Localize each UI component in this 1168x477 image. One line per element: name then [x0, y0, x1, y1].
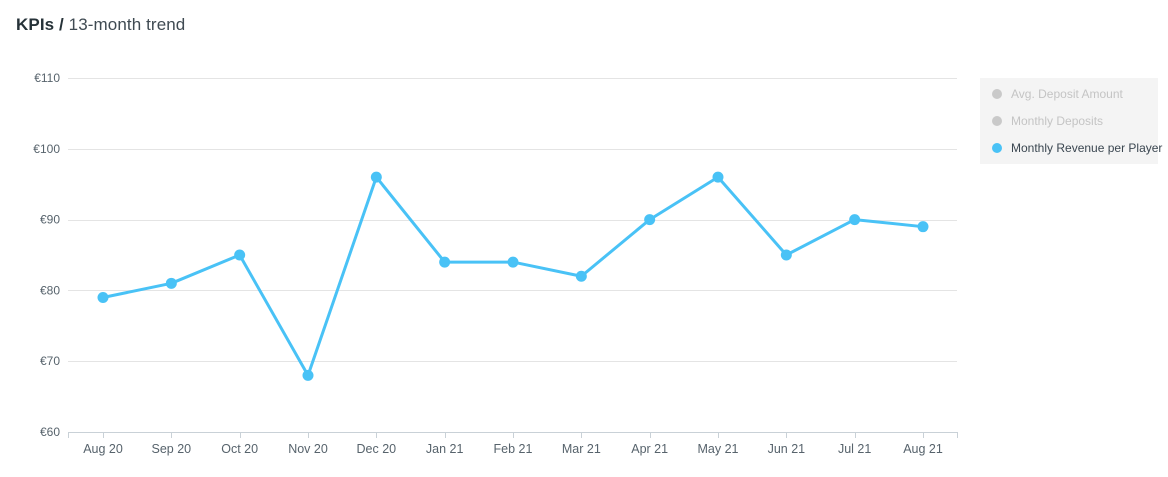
y-tick-label: €70 [40, 354, 60, 368]
data-point[interactable] [780, 249, 792, 261]
x-tick-label: Feb 21 [494, 442, 533, 456]
chart-legend: Avg. Deposit Amount Monthly Deposits Mon… [980, 78, 1162, 164]
legend-item-label: Monthly Deposits [1011, 114, 1104, 128]
series-dot-icon [992, 89, 1002, 99]
data-point[interactable] [644, 214, 656, 226]
data-point[interactable] [849, 214, 861, 226]
data-point[interactable] [575, 270, 587, 282]
data-point[interactable] [507, 256, 519, 268]
y-tick-label: €60 [40, 425, 60, 439]
y-tick-label: €110 [34, 71, 60, 85]
x-tick-label: Sep 20 [152, 442, 192, 456]
series-dot-icon [992, 116, 1002, 126]
x-tick-label: Jul 21 [838, 442, 871, 456]
legend-item-label: Avg. Deposit Amount [1011, 87, 1123, 101]
x-tick-label: May 21 [698, 442, 739, 456]
data-point[interactable] [917, 221, 929, 233]
page-title-subtitle: 13-month trend [68, 15, 186, 34]
legend-item-monthly-revenue-per-player[interactable]: Monthly Revenue per Player [992, 141, 1162, 155]
x-tick-label: Aug 21 [903, 442, 943, 456]
y-tick-label: €90 [40, 213, 60, 227]
page-title: KPIs / 13-month trend [16, 14, 185, 36]
y-tick-label: €100 [33, 142, 60, 156]
page-title-bold: KPIs / [16, 15, 64, 34]
data-point[interactable] [97, 291, 109, 303]
legend-item-label: Monthly Revenue per Player [1011, 141, 1163, 155]
data-point[interactable] [439, 256, 451, 268]
x-tick-label: Apr 21 [631, 442, 668, 456]
x-tick-label: Aug 20 [83, 442, 123, 456]
y-tick-label: €80 [40, 283, 60, 297]
data-point[interactable] [370, 171, 382, 183]
series-line-monthly-revenue-per-player [101, 175, 925, 377]
x-tick-label: Nov 20 [288, 442, 328, 456]
data-point[interactable] [712, 171, 724, 183]
data-point[interactable] [302, 369, 314, 381]
x-tick-label: Dec 20 [357, 442, 397, 456]
x-tick-label: Jan 21 [426, 442, 464, 456]
x-tick-label: Mar 21 [562, 442, 601, 456]
series-dot-icon [992, 143, 1002, 153]
legend-item-monthly-deposits[interactable]: Monthly Deposits [992, 114, 1150, 128]
x-tick-label: Jun 21 [768, 442, 806, 456]
legend-item-avg-deposit-amount[interactable]: Avg. Deposit Amount [992, 87, 1150, 101]
data-point[interactable] [234, 249, 246, 261]
x-tick-label: Oct 20 [221, 442, 258, 456]
data-point[interactable] [165, 277, 177, 289]
